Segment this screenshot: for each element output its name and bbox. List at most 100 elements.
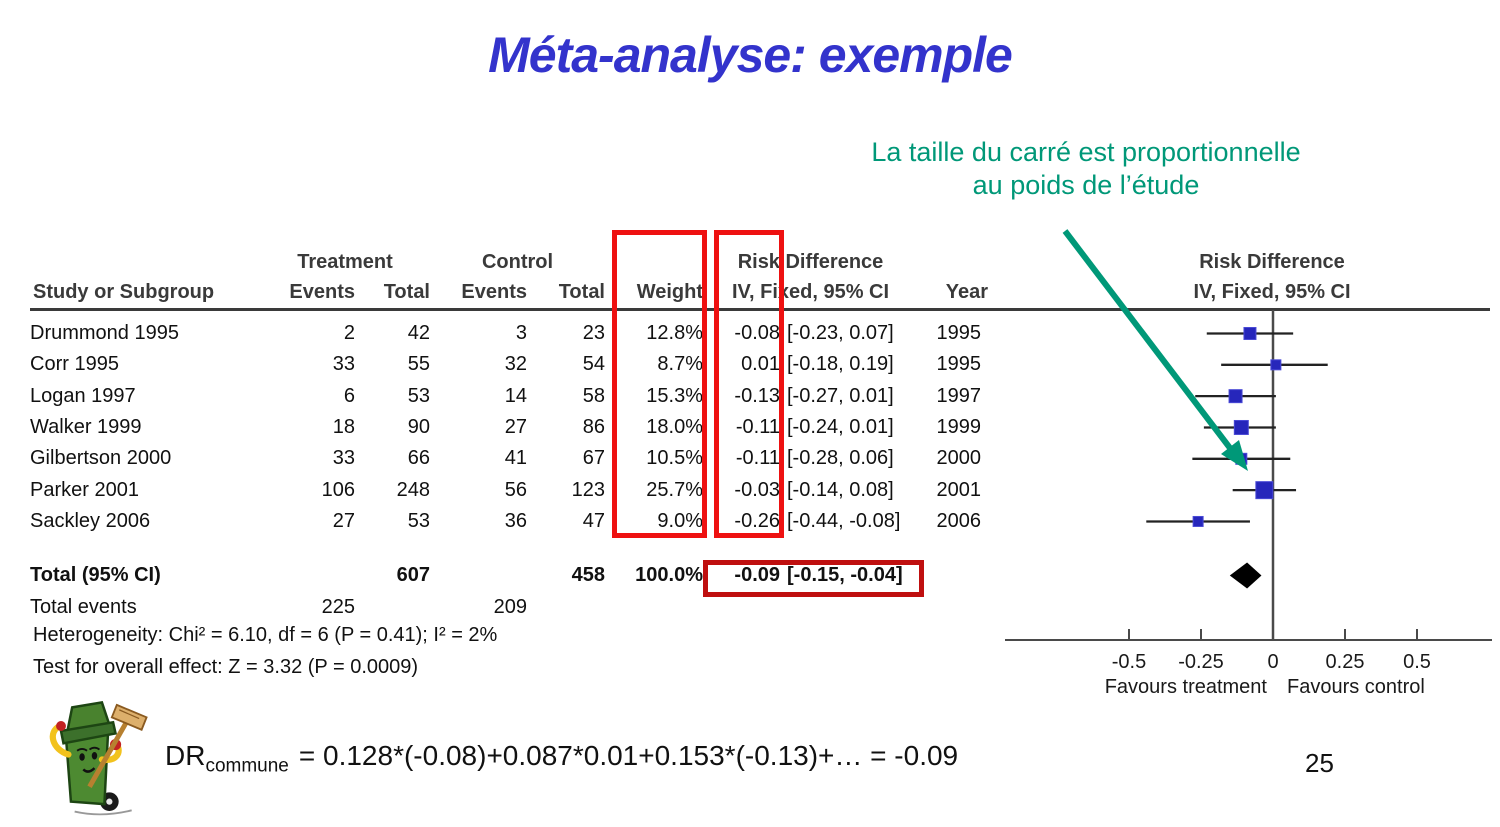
- heterogeneity-text: Heterogeneity: Chi² = 6.10, df = 6 (P = …: [33, 624, 498, 646]
- formula-subscript: commune: [205, 755, 289, 777]
- cell-weight: 10.5%: [646, 447, 703, 469]
- broom-head: [110, 703, 148, 731]
- formula-prefix: DR: [165, 740, 206, 771]
- cell-weight: 8.7%: [657, 353, 703, 375]
- cell-estimate: -0.08: [734, 322, 780, 344]
- cell-empty: [355, 592, 430, 623]
- bin-eye-left: [79, 753, 85, 761]
- bin-lid-rim: [59, 720, 118, 745]
- trash-bin-clipart: [49, 701, 148, 816]
- cell-weight: 12.8%: [646, 322, 703, 344]
- study-row: Drummond 1995 2 42 3 23 12.8% -0.08 [-0.23, 0.0…: [30, 318, 988, 349]
- cell-estimate: 0.01: [741, 353, 780, 375]
- bin-eye-right: [91, 752, 98, 760]
- cell-study-name: Corr 1995: [30, 353, 119, 375]
- cell-estimate: -0.11: [735, 447, 780, 469]
- axis-tick-label: -0.5: [1112, 651, 1146, 673]
- cell-control-events: 27: [504, 416, 527, 438]
- axis-tick-label: 0.5: [1403, 651, 1431, 673]
- cell-year: 1997: [936, 385, 982, 407]
- cell-treatment-total: 53: [407, 510, 430, 532]
- cell-study-name: Sackley 2006: [30, 510, 151, 532]
- cell-treatment-events: 33: [332, 353, 355, 375]
- total-estimate: -0.09: [734, 564, 780, 586]
- cell-study-name: Parker 2001: [30, 479, 139, 501]
- axis-tick-label: -0.25: [1178, 651, 1224, 673]
- cell-estimate: -0.13: [734, 385, 780, 407]
- bin-mouth: [82, 767, 96, 773]
- total-row: Total (95% CI) 607 458 100.0% -0.09 [-0.…: [30, 560, 988, 591]
- cell-empty: [430, 560, 527, 591]
- broom-bristle-line: [119, 709, 140, 720]
- cell-control-total: 67: [582, 447, 605, 469]
- cell-treatment-events: 2: [343, 322, 355, 344]
- wheel-hub: [106, 798, 113, 805]
- cell-treatment-events: 33: [332, 447, 355, 469]
- cell-confidence-interval: [-0.28, 0.06]: [787, 447, 894, 469]
- cell-control-total: 123: [571, 479, 605, 501]
- cell-empty: [280, 560, 355, 591]
- cell-control-total: 54: [582, 353, 605, 375]
- cell-estimate: -0.03: [734, 479, 780, 501]
- cell-weight: 15.3%: [646, 385, 703, 407]
- cell-control-events: 14: [504, 385, 527, 407]
- col-header-treatment-events: Events: [289, 281, 355, 303]
- study-row: Parker 2001 106 248 56 123 25.7% -0.03 [-0.14, …: [30, 475, 988, 506]
- cell-study-name: Drummond 1995: [30, 322, 179, 344]
- total-events-control: 209: [493, 596, 527, 618]
- total-events-treatment: 225: [321, 596, 355, 618]
- col-header-treatment-total: Total: [383, 281, 430, 303]
- slide-title: Méta-analyse: exemple: [488, 27, 1013, 83]
- axis-tick-label: 0: [1267, 651, 1278, 673]
- study-row: Sackley 2006 27 53 36 47 9.0% -0.26 [-0.44, -0.…: [30, 506, 988, 537]
- cell-treatment-events: 27: [332, 510, 355, 532]
- col-header-control-group: Control: [481, 251, 554, 273]
- effect-square: [1233, 419, 1249, 435]
- forest-plot: -0.5 -0.25 0 0.25 0.5 Favours treatment Favour…: [1005, 310, 1492, 698]
- cell-year: 1995: [936, 322, 982, 344]
- cell-confidence-interval: [-0.14, 0.08]: [787, 479, 894, 501]
- cell-control-total: 58: [582, 385, 605, 407]
- total-treatment-total: 607: [396, 564, 430, 586]
- cell-control-events: 41: [504, 447, 527, 469]
- cell-control-total: 47: [582, 510, 605, 532]
- cell-study-name: Logan 1997: [30, 385, 136, 407]
- cell-treatment-total: 55: [407, 353, 430, 375]
- cell-treatment-total: 248: [396, 479, 430, 501]
- col-header-year: Year: [945, 281, 988, 303]
- study-row: Logan 1997 6 53 14 58 15.3% -0.13 [-0.27, 0.01]…: [30, 381, 988, 412]
- effect-square: [1228, 389, 1243, 404]
- bin-eyebrow-left: [76, 748, 88, 752]
- cell-control-events: 32: [504, 353, 527, 375]
- study-row: Corr 1995 33 55 32 54 8.7% 0.01 [-0.18, 0.19] 19…: [30, 349, 988, 380]
- col-header-control-events: Events: [461, 281, 527, 303]
- cell-treatment-total: 53: [407, 385, 430, 407]
- cell-treatment-total: 66: [407, 447, 430, 469]
- cell-year: 2006: [936, 510, 982, 532]
- cell-year: 2000: [936, 447, 982, 469]
- effect-square: [1192, 515, 1204, 527]
- bin-eyebrow-right: [88, 746, 100, 751]
- col-header-effect-method: IV, Fixed, 95% CI: [731, 281, 890, 303]
- cell-confidence-interval: [-0.24, 0.01]: [787, 416, 894, 438]
- formula-body: = 0.128*(-0.08)+0.087*0.01+0.153*(-0.13)…: [298, 740, 959, 771]
- cell-confidence-interval: [-0.18, 0.19]: [787, 353, 894, 375]
- cell-study-name: Gilbertson 2000: [30, 447, 172, 469]
- col-header-control-total: Total: [558, 281, 605, 303]
- cell-control-events: 56: [504, 479, 527, 501]
- effect-square: [1255, 481, 1274, 500]
- cell-treatment-events: 6: [343, 385, 355, 407]
- cell-control-total: 86: [582, 416, 605, 438]
- col-header-risk-difference: Risk Difference: [737, 251, 884, 273]
- cell-control-total: 23: [582, 322, 605, 344]
- effect-square: [1235, 452, 1248, 465]
- cell-year: 1999: [936, 416, 982, 438]
- cell-year: 1995: [936, 353, 982, 375]
- col-header-study: Study or Subgroup: [33, 281, 215, 303]
- col-header-treatment-group: Treatment: [297, 251, 393, 273]
- overall-effect-text: Test for overall effect: Z = 3.32 (P = 0…: [33, 656, 419, 678]
- total-weight: 100.0%: [635, 564, 703, 586]
- col-header-weight: Weight: [636, 281, 703, 303]
- favours-treatment-label: Favours treatment: [1105, 676, 1268, 698]
- pooled-diamond: [1229, 562, 1262, 589]
